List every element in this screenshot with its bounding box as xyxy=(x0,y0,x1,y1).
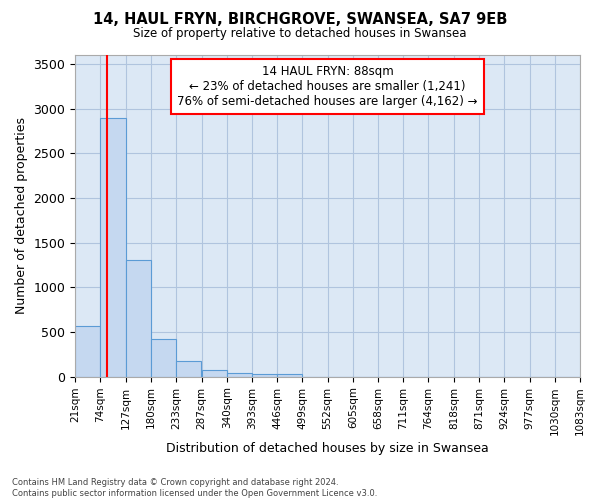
Bar xyxy=(176,361,201,376)
Bar xyxy=(252,374,277,376)
Bar xyxy=(151,339,176,376)
Bar xyxy=(227,372,252,376)
Text: 14, HAUL FRYN, BIRCHGROVE, SWANSEA, SA7 9EB: 14, HAUL FRYN, BIRCHGROVE, SWANSEA, SA7 … xyxy=(93,12,507,28)
X-axis label: Distribution of detached houses by size in Swansea: Distribution of detached houses by size … xyxy=(166,442,489,455)
Bar xyxy=(75,326,100,376)
Bar xyxy=(100,118,125,376)
Text: 14 HAUL FRYN: 88sqm
← 23% of detached houses are smaller (1,241)
76% of semi-det: 14 HAUL FRYN: 88sqm ← 23% of detached ho… xyxy=(178,64,478,108)
Bar xyxy=(125,260,151,376)
Y-axis label: Number of detached properties: Number of detached properties xyxy=(15,118,28,314)
Text: Contains HM Land Registry data © Crown copyright and database right 2024.
Contai: Contains HM Land Registry data © Crown c… xyxy=(12,478,377,498)
Bar xyxy=(277,374,302,376)
Bar xyxy=(202,370,227,376)
Text: Size of property relative to detached houses in Swansea: Size of property relative to detached ho… xyxy=(133,28,467,40)
